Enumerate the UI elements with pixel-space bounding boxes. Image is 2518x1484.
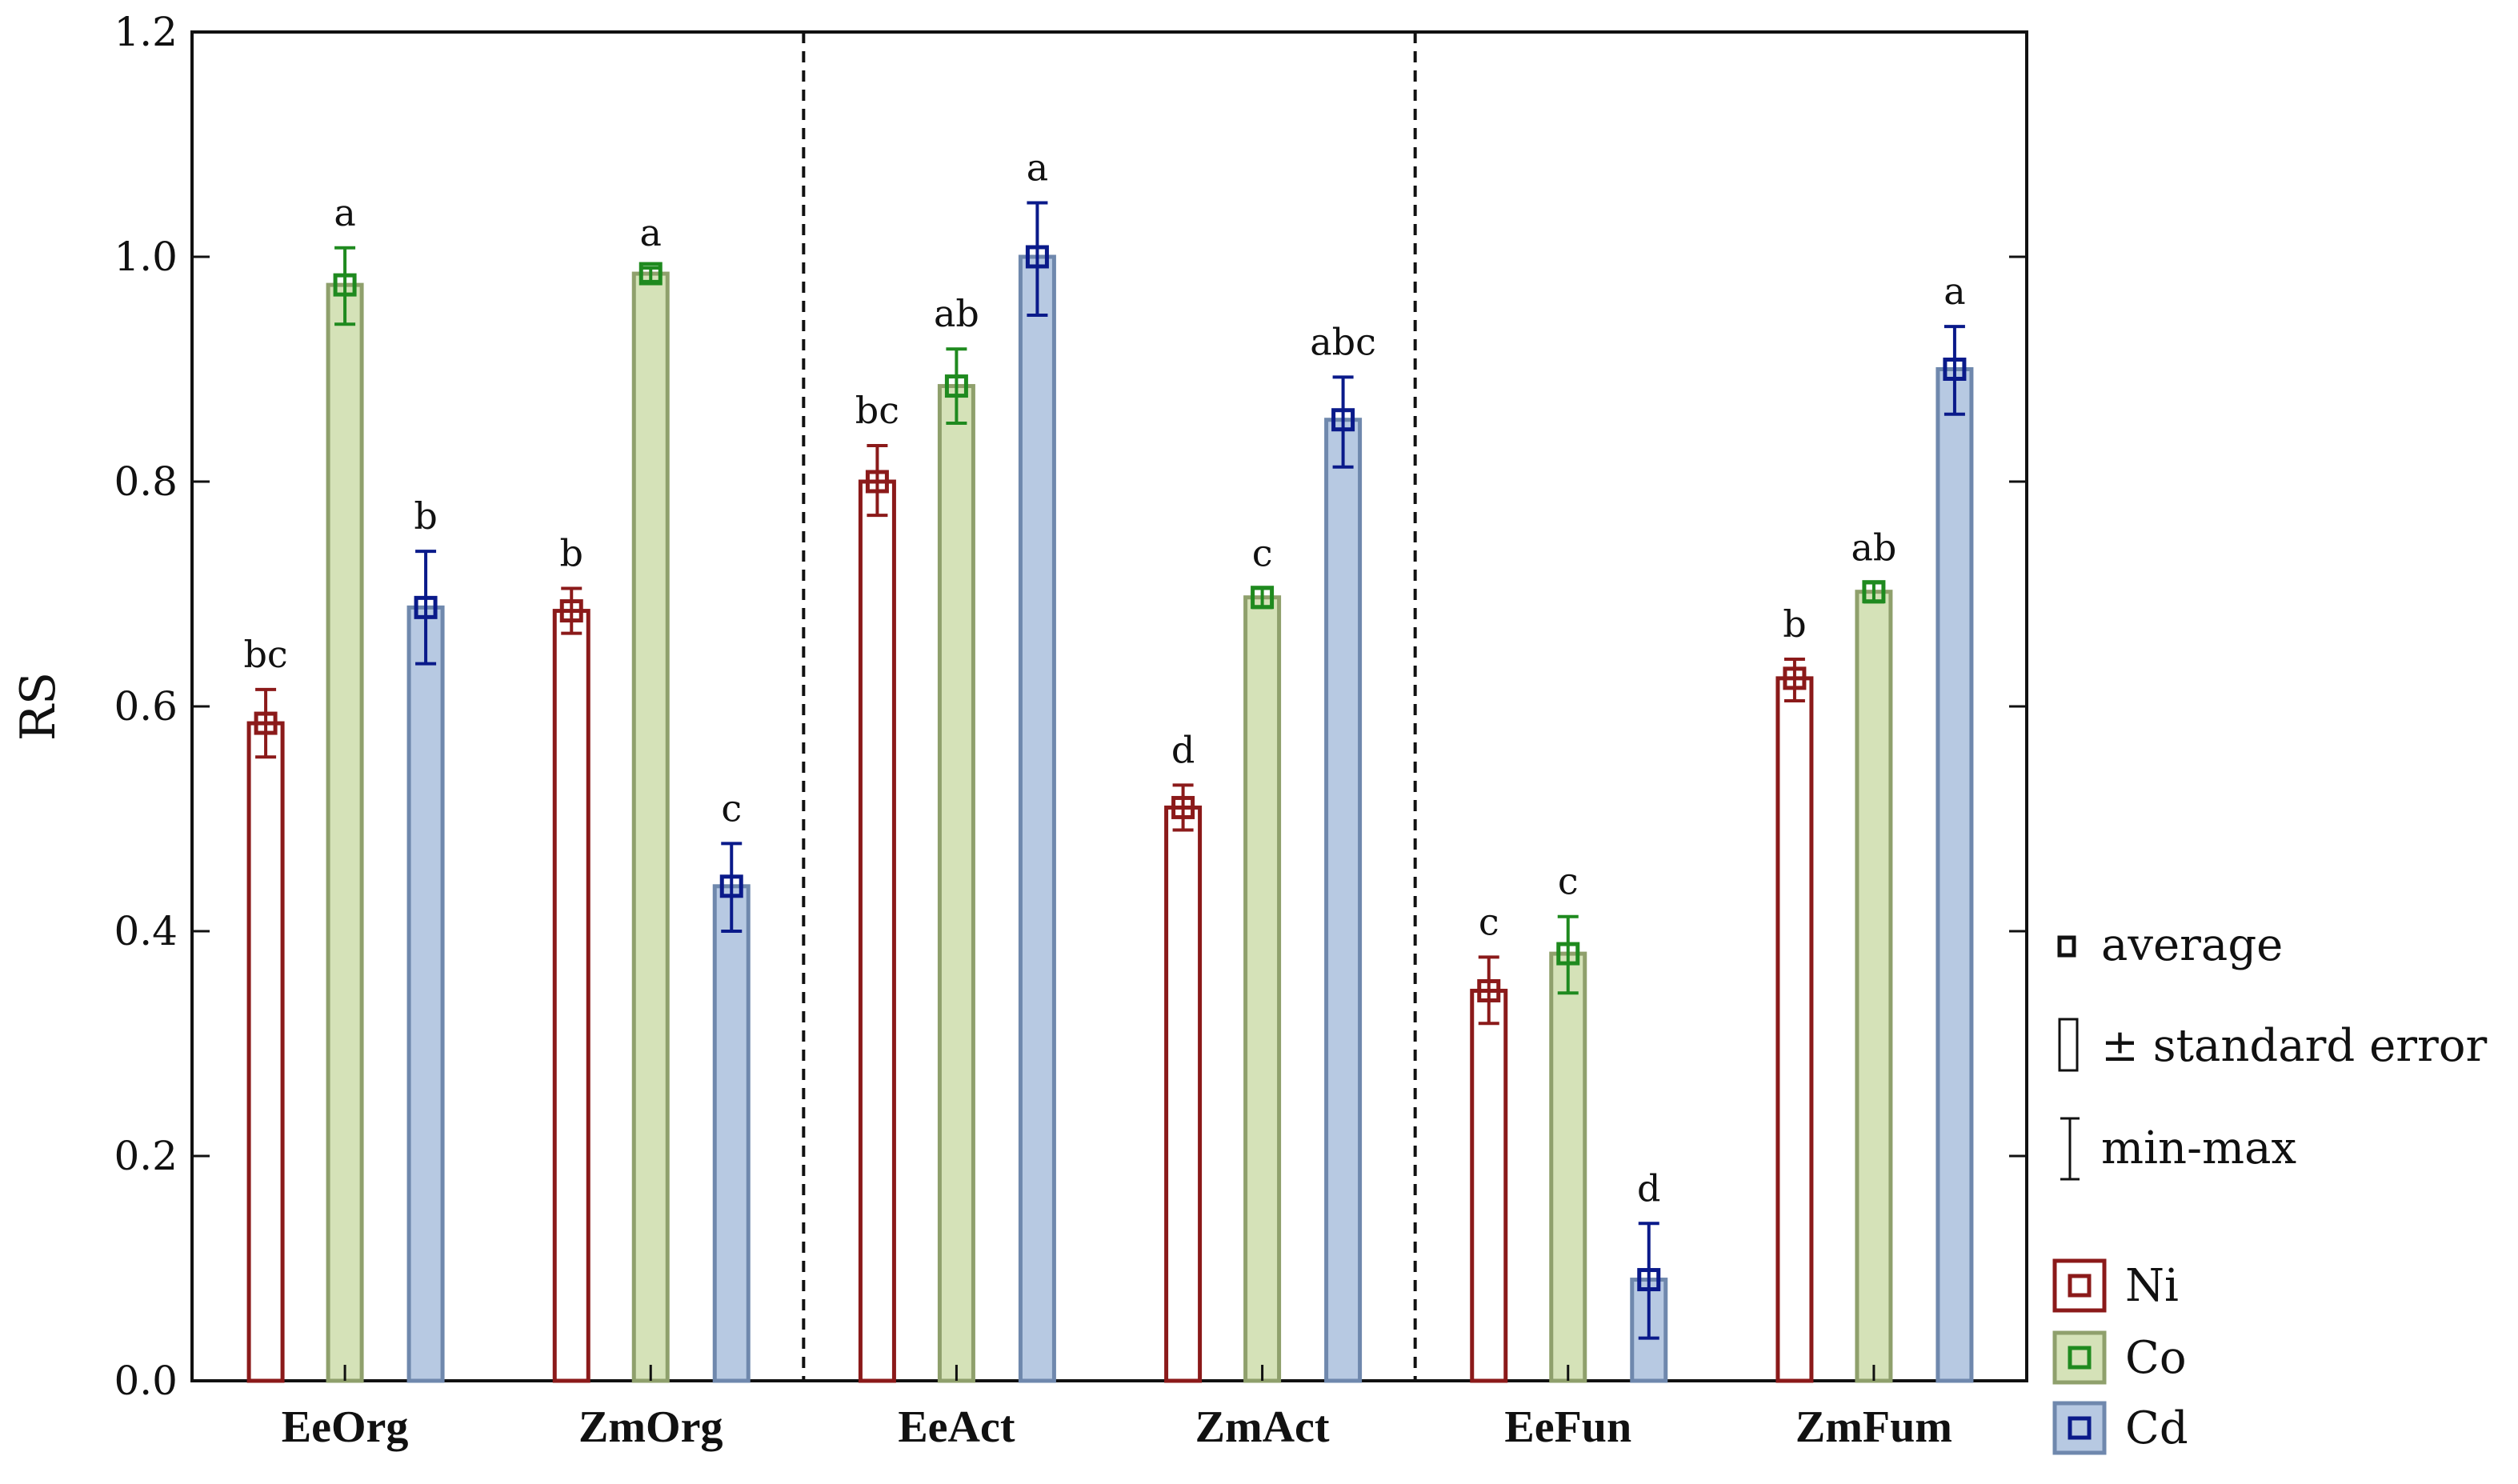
bar-cd xyxy=(712,884,751,1383)
x-tick-label: EeAct xyxy=(898,1402,1015,1452)
bar-ni xyxy=(246,721,285,1383)
significance-letter: bc xyxy=(855,389,899,432)
x-axis: EeOrg ZmOrg EeAct ZmAct EeFun ZmFum xyxy=(282,1365,1952,1452)
average-marker xyxy=(414,595,438,619)
average-marker xyxy=(1783,666,1807,690)
legend-swatch-ni xyxy=(2052,1258,2107,1313)
bar-co xyxy=(631,271,670,1383)
legend-swatch-marker xyxy=(2068,1346,2092,1370)
y-tick-label: 1.0 xyxy=(114,234,178,280)
significance-letter: a xyxy=(334,191,355,234)
significance-letter: c xyxy=(721,786,742,830)
legend-series-label: Cd xyxy=(2125,1402,2188,1454)
average-marker xyxy=(333,273,357,297)
x-tick-label: EeOrg xyxy=(282,1402,409,1452)
significance-letter: d xyxy=(1171,728,1195,771)
legend: average ± standard error min-max Ni Co Cd xyxy=(2052,919,2487,1455)
significance-letter: b xyxy=(414,494,437,538)
average-marker xyxy=(1637,1268,1661,1292)
bar-ni xyxy=(552,609,590,1383)
bar-cd xyxy=(406,605,445,1383)
y-tick-label: 0.2 xyxy=(114,1133,178,1179)
average-marker xyxy=(865,470,889,494)
x-tick-label: ZmOrg xyxy=(578,1402,723,1452)
bar-co xyxy=(1243,595,1282,1383)
bar-co xyxy=(326,282,364,1383)
bar-co xyxy=(1549,951,1587,1383)
significance-letter: d xyxy=(1637,1166,1660,1210)
bar-cd xyxy=(1018,254,1056,1383)
legend-stderr-symbol xyxy=(2058,1018,2079,1072)
y-tick-label: 0.4 xyxy=(114,908,178,954)
legend-swatch-marker xyxy=(2068,1416,2092,1440)
legend-average-symbol xyxy=(2057,935,2076,958)
group-separators xyxy=(802,32,1417,1381)
bar-ni xyxy=(1470,988,1508,1383)
average-marker xyxy=(639,262,663,286)
average-marker xyxy=(1171,795,1195,819)
average-marker xyxy=(559,599,583,623)
legend-swatch-marker xyxy=(2068,1274,2092,1298)
x-tick-label: EeFun xyxy=(1504,1402,1631,1452)
legend-series-label: Ni xyxy=(2125,1260,2179,1312)
legend-swatch-cd xyxy=(2052,1401,2107,1455)
average-marker xyxy=(1862,580,1886,604)
y-tick-label: 0.0 xyxy=(114,1358,178,1404)
bar-cd xyxy=(1936,367,1974,1383)
y-tick-label: 1.2 xyxy=(114,9,178,55)
average-marker xyxy=(254,711,278,735)
significance-letter: abc xyxy=(1310,320,1376,363)
bar-co xyxy=(1855,590,1893,1383)
significance-letter: ab xyxy=(1851,526,1896,569)
bar-cd xyxy=(1324,418,1363,1383)
x-tick-label: ZmFum xyxy=(1795,1402,1952,1452)
significance-letter: c xyxy=(1252,531,1273,574)
average-marker xyxy=(1251,586,1275,610)
bar-ni xyxy=(858,479,896,1383)
significance-letter: a xyxy=(640,211,662,254)
significance-letter: a xyxy=(1027,146,1048,190)
y-tick-label: 0.6 xyxy=(114,683,178,730)
significance-letter: bc xyxy=(243,633,287,676)
significance-letter: c xyxy=(1479,900,1499,943)
bar-ni xyxy=(1775,676,1814,1383)
average-marker xyxy=(944,374,968,398)
average-marker xyxy=(1331,408,1355,432)
legend-average-label: average xyxy=(2101,919,2283,971)
significance-letter: ab xyxy=(934,292,979,335)
plot-frame xyxy=(190,30,2028,1382)
significance-letter: c xyxy=(1558,860,1579,903)
y-tick-label: 0.8 xyxy=(114,458,178,505)
legend-swatch-co xyxy=(2052,1330,2107,1385)
bar-ni xyxy=(1164,805,1203,1383)
average-marker xyxy=(1943,358,1967,381)
bar-co xyxy=(937,384,975,1383)
legend-minmax-label: min-max xyxy=(2101,1122,2296,1174)
legend-stderr-label: ± standard error xyxy=(2101,1020,2487,1072)
average-marker xyxy=(1556,942,1580,966)
significance-letter: a xyxy=(1944,270,1965,313)
significance-letter: b xyxy=(1783,602,1806,646)
x-tick-label: ZmAct xyxy=(1195,1402,1330,1452)
legend-series-label: Co xyxy=(2125,1332,2187,1384)
average-marker xyxy=(719,874,743,898)
y-axis-title: RS xyxy=(10,672,66,741)
significance-letter: b xyxy=(560,531,583,574)
average-marker xyxy=(1025,245,1049,269)
average-marker xyxy=(1477,978,1501,1002)
y-axis: 0.0 0.2 0.4 0.6 0.8 1.0 1.2 xyxy=(114,9,2027,1404)
